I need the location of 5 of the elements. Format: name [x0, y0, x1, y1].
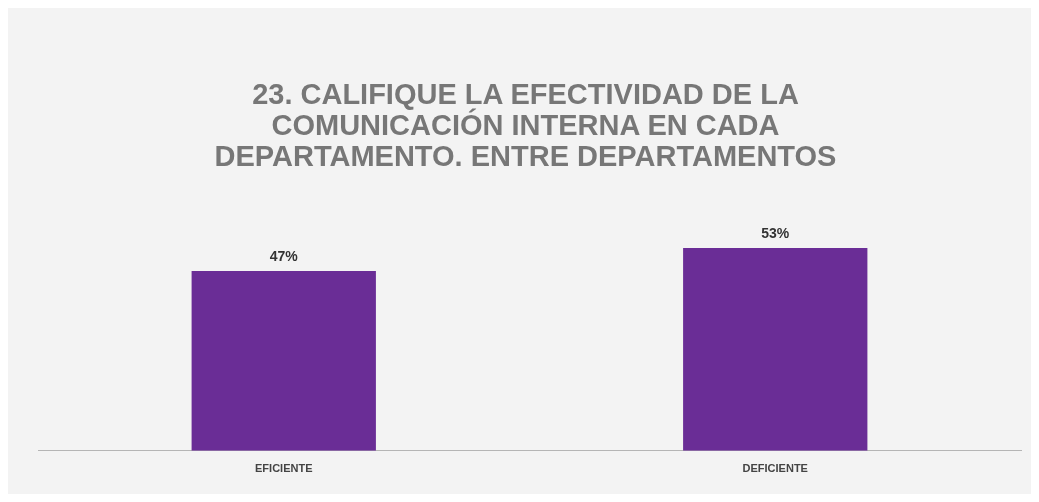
- data-label: 53%: [761, 224, 790, 241]
- x-tick-label: EFICIENTE: [255, 462, 313, 475]
- x-tick-label: DEFICIENTE: [742, 462, 808, 475]
- data-label: 47%: [269, 247, 299, 264]
- chart-title: 23. CALIFIQUE LA EFECTIVIDAD DE LA COMUNICACIÓN INTERNA EN CADA DEPARTAMENTO. ENTRE DEPARTAMENTOS: [214, 77, 837, 172]
